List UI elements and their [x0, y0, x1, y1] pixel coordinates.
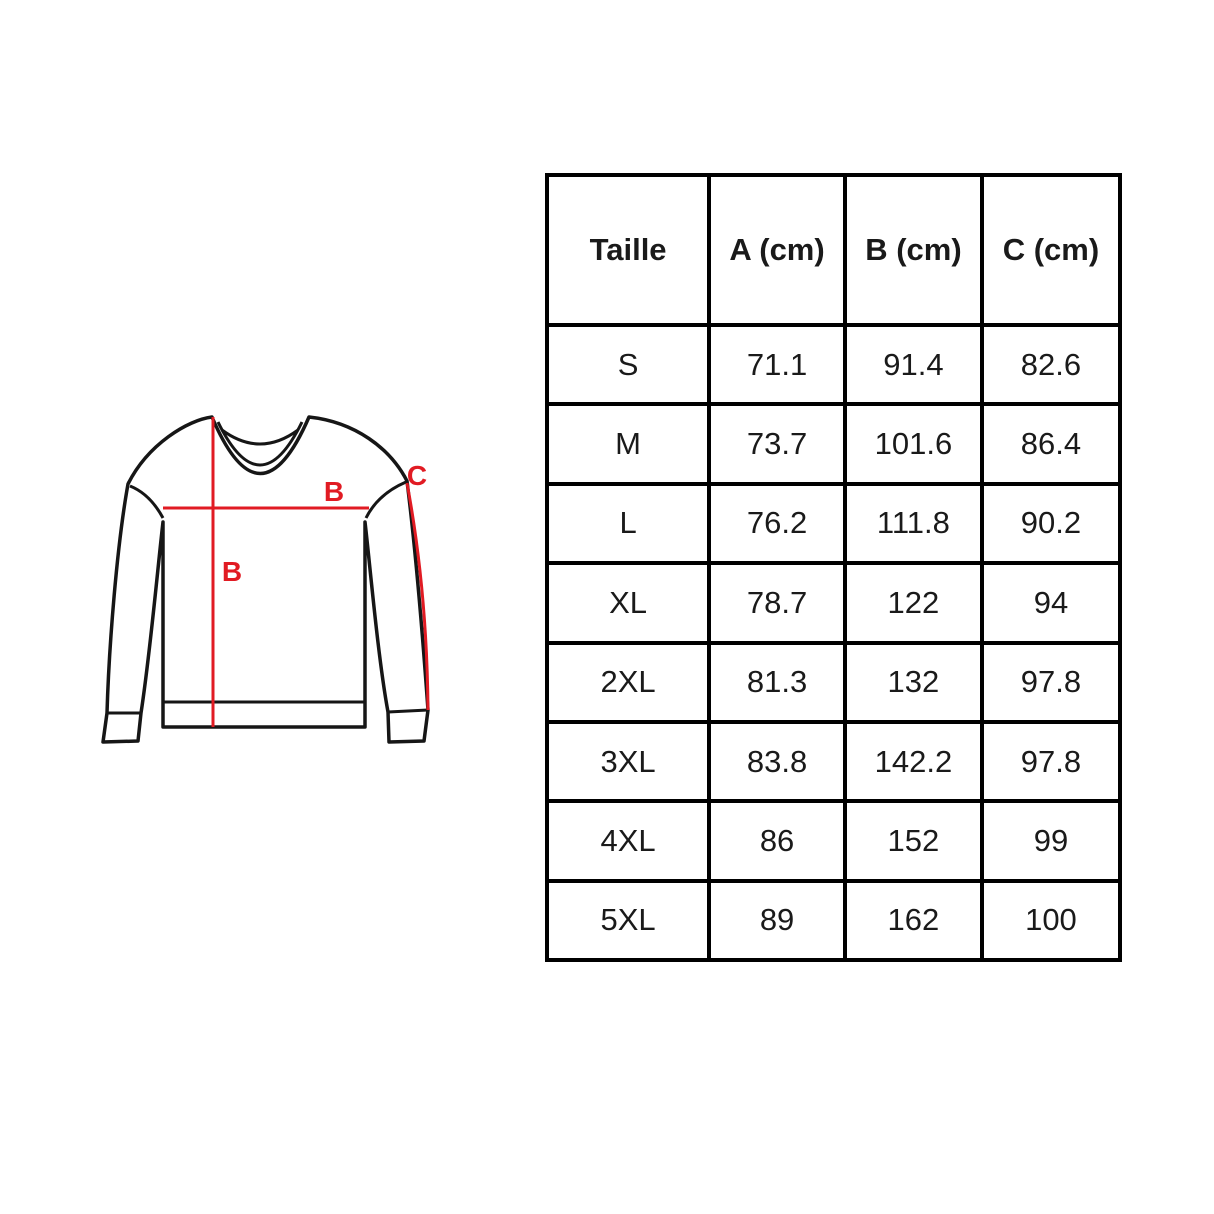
collar-inner-line [216, 421, 304, 467]
label-sleeve-c: C [407, 460, 427, 491]
measurement-cell: 99 [979, 799, 1123, 883]
measurement-cell: 111.8 [842, 481, 984, 566]
measurement-cell: 132 [842, 640, 984, 724]
measurement-cell: 71.1 [707, 322, 847, 407]
size-label-cell: 3XL [544, 719, 712, 804]
table-row: S 71.1 91.4 82.6 [544, 322, 1123, 407]
measurement-cell: 90.2 [979, 481, 1123, 566]
right-sleeve-seam [364, 480, 407, 519]
measurement-cell: 78.7 [707, 561, 847, 645]
label-chest-b: B [324, 476, 344, 507]
size-label-cell: M [544, 402, 712, 486]
size-label-cell: 4XL [544, 799, 712, 883]
measurement-cell: 122 [842, 561, 984, 645]
measurement-cell: 86.4 [979, 402, 1123, 486]
sweatshirt-outline [101, 415, 430, 744]
col-header-c: C (cm) [979, 173, 1123, 327]
measurement-cell: 94 [979, 561, 1123, 645]
table-row: 2XL 81.3 132 97.8 [544, 640, 1123, 724]
size-table-container: Taille A (cm) B (cm) C (cm) S 71.1 91.4 … [544, 173, 1123, 963]
right-cuff-line [387, 708, 429, 714]
size-label-cell: 2XL [544, 640, 712, 724]
measurement-cell: 142.2 [842, 719, 984, 804]
label-length-b: B [222, 556, 242, 587]
table-row: 5XL 89 162 100 [544, 878, 1123, 963]
size-label-cell: XL [544, 561, 712, 645]
measurement-cell: 152 [842, 799, 984, 883]
size-label-cell: L [544, 481, 712, 566]
measurement-cell: 162 [842, 878, 984, 963]
measurement-cell: 81.3 [707, 640, 847, 724]
measurement-cell: 91.4 [842, 322, 984, 407]
measurement-cell: 100 [979, 878, 1123, 963]
measurement-cell: 76.2 [707, 481, 847, 566]
size-table: Taille A (cm) B (cm) C (cm) S 71.1 91.4 … [544, 173, 1123, 963]
col-header-b: B (cm) [842, 173, 984, 327]
measure-line-sleeve [405, 482, 430, 711]
table-row: 4XL 86 152 99 [544, 799, 1123, 883]
measurement-cell: 82.6 [979, 322, 1123, 407]
table-row: 3XL 83.8 142.2 97.8 [544, 719, 1123, 804]
measurement-cell: 73.7 [707, 402, 847, 486]
size-label-cell: S [544, 322, 712, 407]
back-neck-line [221, 428, 299, 446]
left-sleeve-seam [129, 484, 165, 519]
size-label-cell: 5XL [544, 878, 712, 963]
table-row: L 76.2 111.8 90.2 [544, 481, 1123, 566]
header-row: Taille A (cm) B (cm) C (cm) [544, 173, 1123, 327]
col-header-taille: Taille [544, 173, 712, 327]
table-row: M 73.7 101.6 86.4 [544, 402, 1123, 486]
measurement-cell: 83.8 [707, 719, 847, 804]
measurement-cell: 89 [707, 878, 847, 963]
measurement-cell: 97.8 [979, 640, 1123, 724]
measurement-cell: 86 [707, 799, 847, 883]
measurement-cell: 101.6 [842, 402, 984, 486]
table-row: XL 78.7 122 94 [544, 561, 1123, 645]
sweatshirt-diagram: B B C [101, 415, 430, 744]
measurement-cell: 97.8 [979, 719, 1123, 804]
col-header-a: A (cm) [707, 173, 847, 327]
